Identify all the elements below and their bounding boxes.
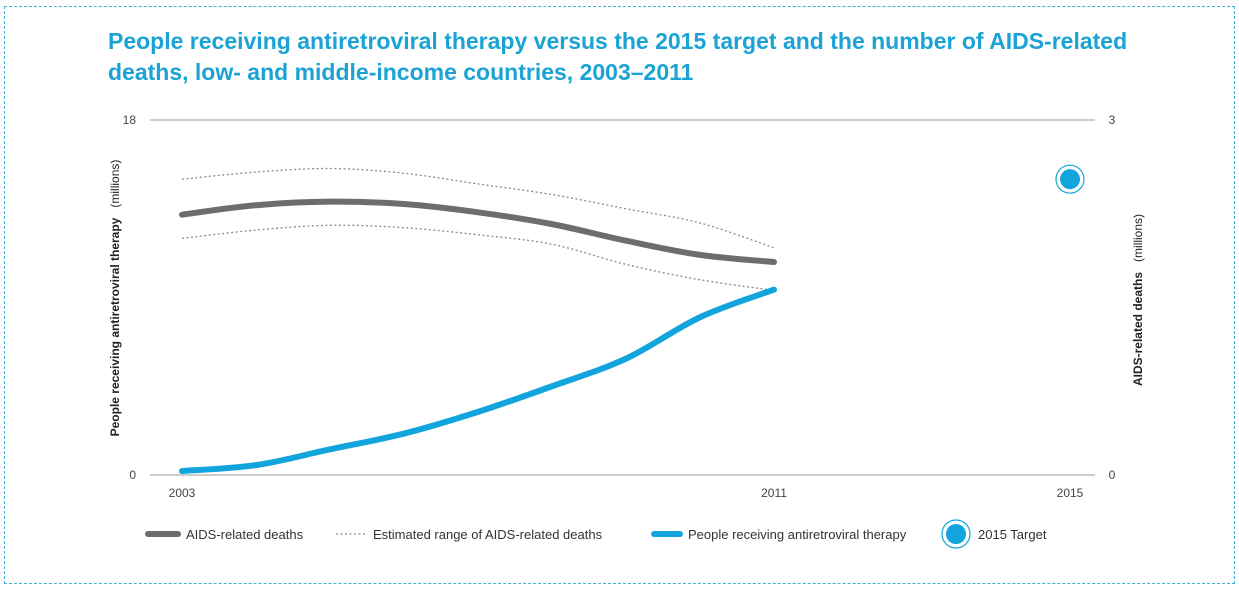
x-tick-2015: 2015 — [1057, 486, 1084, 500]
chart-frame — [4, 6, 1235, 584]
y-left-title-main: People receiving antiretroviral therapy — [108, 217, 122, 436]
y-right-axis-title: AIDS-related deaths (millions) — [1131, 214, 1145, 386]
legend: AIDS-related deaths Estimated range of A… — [145, 519, 1047, 549]
y-right-title-unit: (millions) — [1131, 214, 1145, 262]
grid-layer — [150, 119, 1095, 476]
legend-label-therapy: People receiving antiretroviral therapy — [688, 527, 907, 542]
chart-title: People receiving antiretroviral therapy … — [108, 28, 1128, 85]
series-deaths-range-high — [181, 167, 775, 249]
legend-label-deaths: AIDS-related deaths — [186, 527, 304, 542]
x-tick-2003: 2003 — [169, 486, 196, 500]
y-left-tick-min: 0 — [129, 468, 136, 482]
y-left-title-space — [108, 211, 122, 214]
y-right-title-main: AIDS-related deaths — [1131, 272, 1145, 386]
y-left-axis-title: People receiving antiretroviral therapy … — [108, 160, 122, 437]
series-aids-deaths-line — [179, 198, 777, 265]
legend-target-icon — [946, 524, 966, 544]
target-2015-point — [1060, 169, 1080, 190]
x-tick-2011: 2011 — [761, 486, 787, 500]
y-left-title-unit: (millions) — [108, 160, 122, 208]
y-right-title-space — [1131, 265, 1145, 268]
legend-label-target: 2015 Target — [978, 527, 1047, 542]
y-right-tick-max: 3 — [1109, 113, 1116, 127]
y-left-tick-max: 18 — [123, 113, 137, 127]
series-art-line — [179, 286, 777, 475]
series-layer — [179, 164, 1085, 475]
legend-label-range: Estimated range of AIDS-related deaths — [373, 527, 603, 542]
y-right-tick-min: 0 — [1109, 468, 1116, 482]
series-deaths-range-low — [181, 224, 775, 292]
